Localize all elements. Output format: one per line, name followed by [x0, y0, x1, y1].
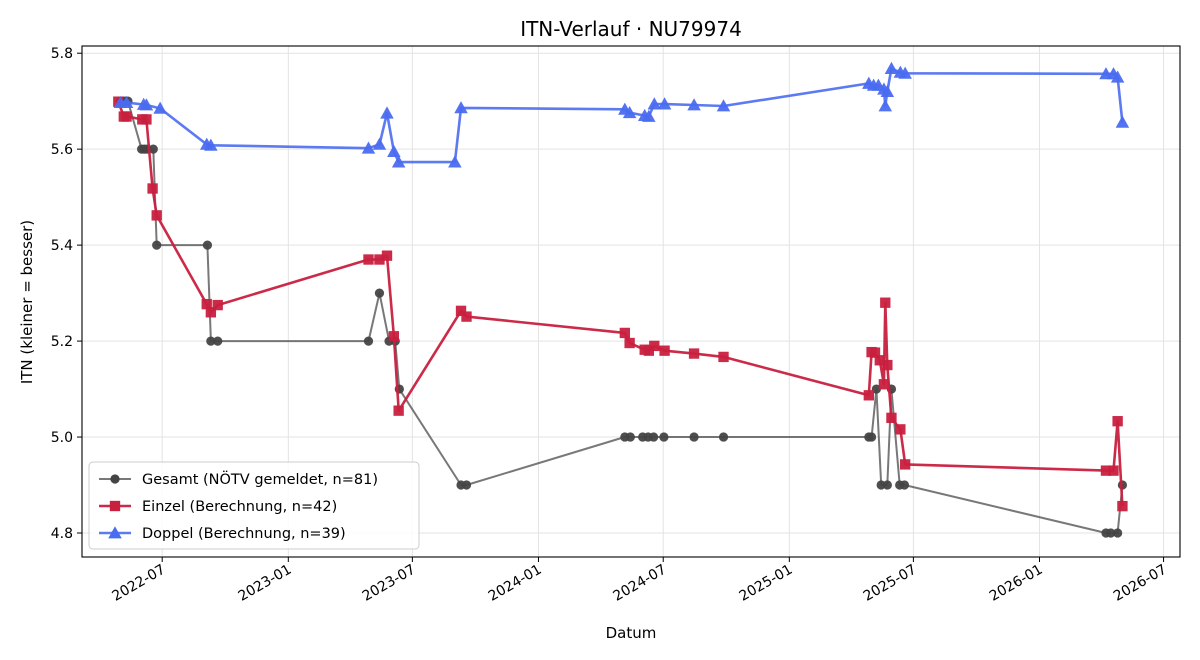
data-point: [380, 106, 394, 119]
data-point: [119, 95, 134, 109]
chart-title: ITN-Verlauf · NU79974: [520, 17, 742, 41]
data-point: [718, 351, 729, 363]
data-point: [374, 288, 385, 298]
plot-frame: [81, 45, 1181, 558]
data-point: [882, 359, 893, 371]
data-point: [899, 480, 910, 490]
data-point: [363, 336, 374, 346]
data-point: [1108, 465, 1119, 476]
data-point: [622, 105, 637, 119]
data-point: [882, 480, 892, 490]
data-point: [871, 384, 881, 394]
data-point: [147, 183, 158, 194]
legend-marker: [108, 526, 122, 539]
y-tick-label: 4.8: [51, 526, 73, 542]
data-point: [648, 432, 659, 442]
data-point: [716, 99, 731, 112]
data-point: [391, 155, 406, 168]
data-point: [687, 98, 701, 111]
data-point: [1115, 115, 1130, 128]
data-point: [866, 432, 877, 442]
data-point: [869, 347, 881, 358]
legend-label: Gesamt (NÖTV gemeldet, n=81): [142, 470, 378, 488]
data-point: [619, 327, 631, 339]
y-tick-label: 5.6: [51, 142, 73, 158]
x-axis-label: Datum: [606, 624, 657, 642]
y-tick-label: 5.4: [51, 238, 73, 254]
data-point: [1106, 528, 1116, 538]
data-point: [388, 331, 400, 342]
data-point: [374, 254, 385, 265]
data-point: [205, 307, 217, 318]
data-point: [206, 336, 216, 346]
series-2: [113, 96, 1128, 512]
y-axis-label: ITN (kleiner = besser): [18, 220, 36, 384]
series-3: [113, 61, 1130, 168]
data-point: [148, 144, 158, 154]
data-point: [201, 298, 212, 310]
data-point: [649, 340, 660, 352]
data-point: [461, 480, 472, 490]
data-point: [139, 98, 154, 111]
data-point: [625, 432, 635, 442]
data-point: [212, 299, 223, 311]
legend-label: Doppel (Berechnung, n=39): [142, 526, 346, 542]
data-point: [141, 114, 152, 125]
legend-marker: [109, 500, 121, 512]
data-point: [387, 144, 401, 157]
data-point: [372, 137, 387, 150]
data-point: [152, 240, 162, 250]
data-point: [647, 97, 662, 110]
data-point: [718, 432, 729, 442]
data-point: [884, 61, 899, 74]
data-point: [880, 84, 895, 97]
data-point: [151, 210, 162, 221]
data-point: [624, 337, 635, 349]
data-point: [153, 101, 167, 114]
data-point: [121, 111, 132, 122]
data-point: [1117, 500, 1128, 512]
data-point: [642, 109, 656, 122]
data-point: [1110, 70, 1125, 83]
data-point: [393, 405, 404, 416]
data-point: [363, 254, 374, 265]
data-point: [899, 459, 911, 470]
y-tick-label: 5.0: [51, 430, 73, 446]
data-point: [880, 297, 891, 308]
legend-marker: [110, 474, 120, 484]
data-point: [874, 355, 885, 366]
data-point: [1112, 416, 1123, 427]
legend: Gesamt (NÖTV gemeldet, n=81) Einzel (Bere…: [88, 461, 420, 550]
data-point: [886, 412, 897, 424]
y-tick-label: 5.2: [51, 334, 73, 350]
data-point: [659, 432, 669, 442]
y-tick-label: 5.8: [51, 46, 73, 62]
data-point: [659, 345, 670, 356]
data-point: [657, 97, 672, 110]
data-point: [461, 311, 472, 322]
data-point: [878, 99, 893, 112]
data-point: [688, 348, 700, 359]
data-point: [454, 101, 468, 114]
series-layer: [113, 61, 1130, 538]
data-point: [1100, 465, 1112, 476]
data-point: [361, 141, 376, 154]
data-point: [689, 432, 699, 442]
data-point: [898, 66, 912, 79]
legend-label: Einzel (Berechnung, n=42): [142, 499, 337, 515]
data-point: [643, 345, 654, 356]
data-point: [878, 379, 890, 390]
data-point: [381, 250, 393, 261]
data-point: [1113, 528, 1123, 538]
legend-box: [88, 461, 420, 550]
data-point: [204, 138, 218, 151]
data-point: [895, 424, 906, 435]
data-point: [448, 155, 462, 168]
data-point: [455, 305, 467, 317]
data-point: [213, 336, 223, 346]
data-point: [202, 240, 213, 250]
data-point: [863, 390, 875, 401]
